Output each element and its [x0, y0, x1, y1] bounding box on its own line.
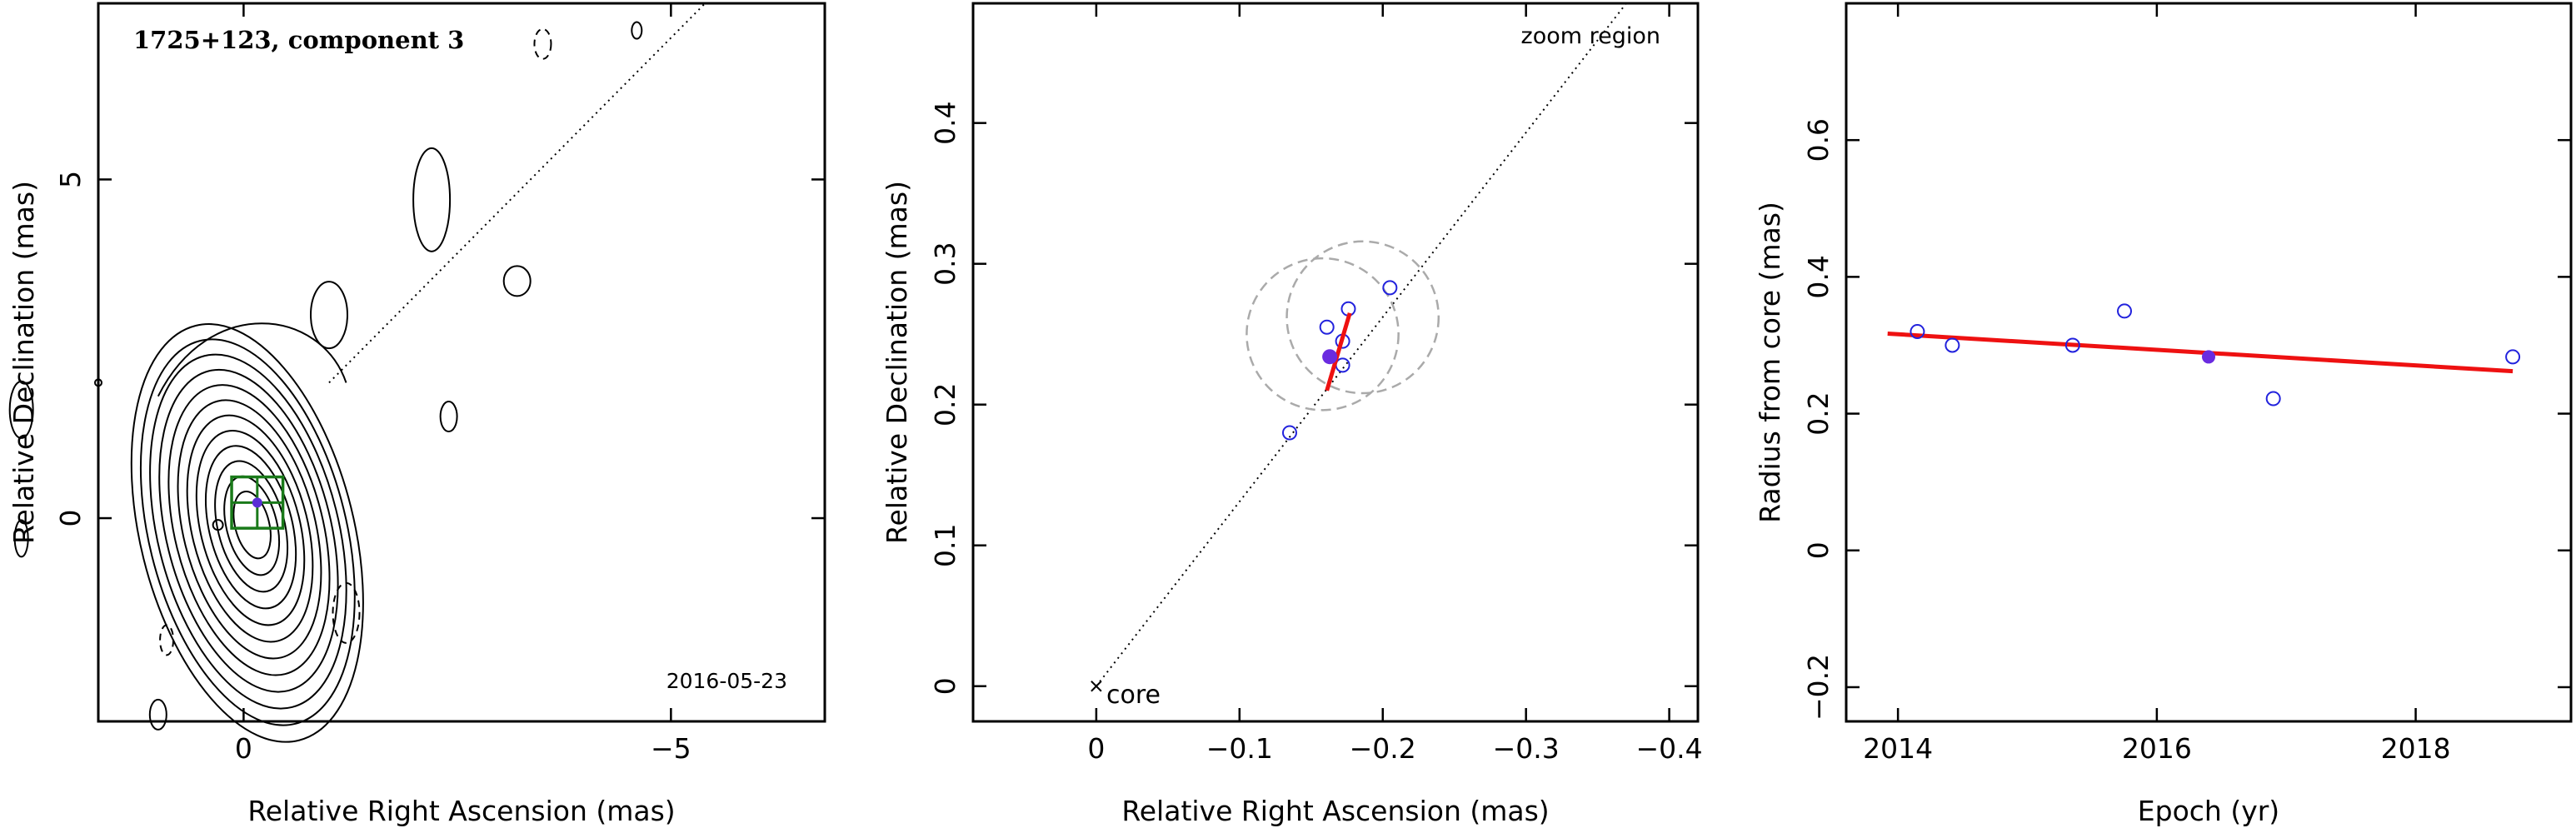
data-point [2117, 303, 2133, 319]
panel1-ticks: 0 −5 0 5 [54, 3, 825, 765]
contour-level [223, 475, 280, 576]
contour-island [631, 21, 643, 40]
data-point [1319, 319, 1335, 335]
x-tick-label: 0 [235, 732, 252, 765]
contour-level [186, 414, 314, 643]
contour-level [139, 338, 356, 726]
panel1-title: 1725+123, component 3 [133, 26, 464, 54]
data-point [1335, 357, 1350, 373]
panel2-ylabel: Relative Declination (mas) [881, 181, 913, 544]
panel2-zoom-label: zoom region [1521, 23, 1660, 49]
data-point [1382, 280, 1398, 296]
contour-plot [8, 21, 643, 743]
data-point [1944, 337, 1960, 353]
x-tick-label: 0 [1087, 732, 1105, 765]
panel3-frame [1845, 2, 2573, 723]
x-tick-label: −0.2 [1350, 732, 1416, 765]
contour-level [204, 445, 297, 610]
panel3-ylabel: Radius from core (mas) [1754, 202, 1786, 523]
fit-segment [1325, 312, 1352, 392]
contour-island [309, 281, 348, 350]
contour-island [148, 698, 167, 731]
core-marker [1091, 681, 1102, 692]
y-tick-label: 0.2 [929, 382, 961, 426]
direction-line [1096, 2, 1627, 687]
contour-level [177, 399, 322, 660]
contour-extension [157, 322, 347, 397]
panel1-frame [97, 2, 826, 723]
panel3-xlabel: Epoch (yr) [2138, 795, 2279, 827]
panel3-ticks: 2014 2016 2018 −0.2 0 0.2 0.4 0.6 [1802, 3, 2571, 765]
highlighted-point [1322, 349, 1338, 365]
panel1-date-label: 2016-05-23 [666, 669, 787, 693]
contour-island [212, 519, 224, 531]
contour-island [13, 519, 29, 558]
panel1-xlabel: Relative Right Ascension (mas) [247, 795, 675, 827]
contour-negative [533, 27, 552, 60]
contour-level [214, 460, 289, 593]
data-point [2265, 391, 2281, 407]
contour-level [195, 429, 306, 626]
y-tick-label: −0.2 [1802, 654, 1835, 721]
x-tick-label: 2016 [2122, 732, 2192, 765]
y-tick-label: 0.6 [1802, 118, 1835, 162]
y-tick-label: 0 [54, 510, 87, 527]
data-point [2505, 349, 2521, 365]
fit-line [1887, 332, 2514, 374]
contour-island [439, 401, 458, 433]
panel2-ticks: 0 −0.1 −0.2 −0.3 −0.4 0 0.1 0.2 0.3 0.4 [929, 3, 1703, 765]
error-circle [1286, 240, 1440, 395]
y-tick-label: 0 [1802, 541, 1835, 559]
x-tick-label: −0.4 [1636, 732, 1703, 765]
error-circle [1246, 257, 1400, 412]
x-tick-label: −0.3 [1493, 732, 1560, 765]
y-tick-label: 0.1 [929, 523, 961, 566]
x-tick-label: 2018 [2381, 732, 2451, 765]
contour-level [130, 323, 364, 743]
contour-island [502, 265, 532, 297]
x-tick-label: −0.1 [1206, 732, 1273, 765]
contour-level [167, 384, 331, 676]
contour-island [8, 380, 34, 439]
panel-contour-map: 0 −5 0 5 1725+123, component 3 2016-05-23 R… [7, 2, 826, 827]
panel2-marks [1091, 2, 1627, 692]
data-point [1910, 324, 1925, 340]
panel-zoom-region: 0 −0.1 −0.2 −0.3 −0.4 0 0.1 0.2 0.3 0.4 zoom regi… [881, 2, 1703, 827]
contour-level [158, 368, 339, 693]
panel2-core-label: core [1106, 681, 1161, 710]
contour-negative [332, 581, 361, 644]
panel1-marks [230, 2, 706, 530]
x-tick-label: −5 [651, 732, 691, 765]
panel2-xlabel: Relative Right Ascension (mas) [1121, 795, 1549, 827]
panel1-ylabel: Relative Declination (mas) [7, 181, 40, 544]
y-tick-label: 0.3 [929, 242, 961, 285]
y-tick-label: 0.2 [1802, 392, 1835, 435]
data-point [2064, 337, 2080, 353]
y-tick-label: 0.4 [1802, 255, 1835, 298]
panel-radius-vs-epoch: 2014 2016 2018 −0.2 0 0.2 0.4 0.6 Epoch (yr) Ra… [1754, 2, 2573, 827]
panel2-frame [971, 2, 1700, 723]
contour-negative [159, 624, 175, 656]
contour-level [149, 353, 347, 710]
y-tick-label: 0.4 [929, 101, 961, 144]
y-tick-label: 5 [54, 171, 87, 188]
jet-direction-line [328, 2, 706, 384]
x-tick-label: 2014 [1863, 732, 1933, 765]
data-point [1281, 425, 1297, 441]
panel3-marks [1887, 303, 2521, 407]
contour-island [94, 378, 102, 387]
highlighted-point [2202, 350, 2215, 364]
contour-island [412, 147, 452, 252]
component-marker [252, 497, 262, 508]
y-tick-label: 0 [929, 677, 961, 695]
